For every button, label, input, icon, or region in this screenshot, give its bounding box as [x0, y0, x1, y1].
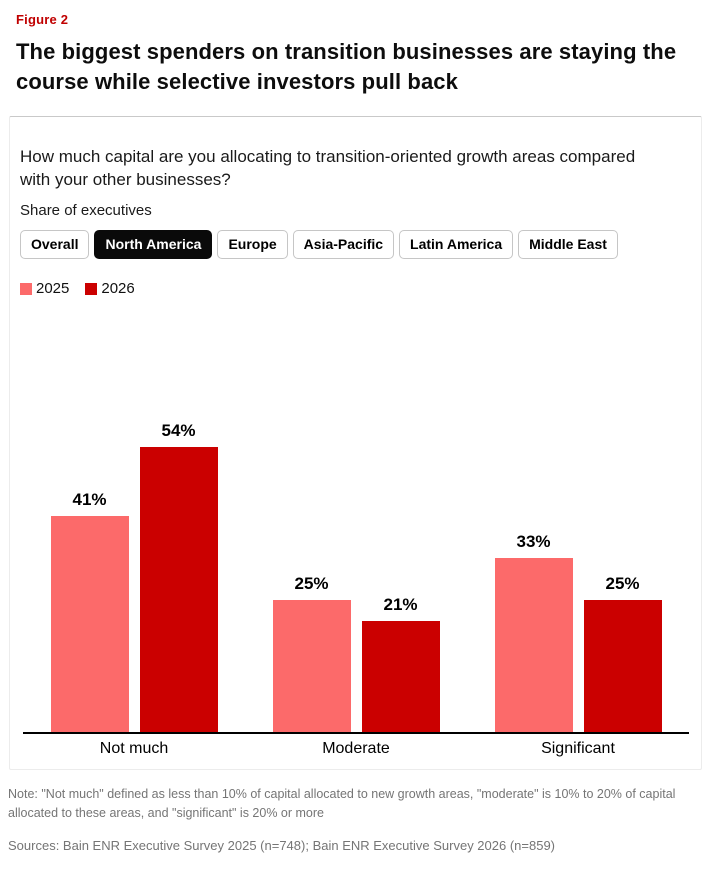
bar-value-label: 54%	[161, 421, 196, 440]
bar-group-moderate: 25% 21%	[245, 574, 467, 732]
legend-swatch-2025	[20, 282, 32, 295]
bar-value-label: 41%	[72, 490, 107, 509]
figure-header: Figure 2 The biggest spenders on transit…	[0, 0, 712, 97]
tab-europe[interactable]: Europe	[217, 230, 288, 259]
bar-rect	[583, 600, 662, 732]
footnote: Note: "Not much" defined as less than 10…	[8, 787, 676, 820]
bar-2026-moderate: 21%	[361, 595, 440, 732]
figure-label: Figure 2	[16, 12, 69, 27]
chart-question: How much capital are you allocating to t…	[20, 147, 636, 189]
bar-rect	[494, 558, 573, 732]
tab-latin-america[interactable]: Latin America	[399, 230, 514, 259]
category-label-not-much: Not much	[99, 740, 169, 757]
bar-value-label: 25%	[294, 574, 329, 593]
chart-unit-label: Share of executives	[20, 202, 152, 219]
legend-swatch-2026	[85, 282, 98, 295]
bar-2026-not-much: 54%	[139, 421, 218, 732]
bar-chart-plot: 41% 54% 25% 21%	[23, 421, 689, 734]
bar-2025-moderate: 25%	[272, 574, 351, 732]
bar-group-significant: 33% 25%	[467, 532, 689, 732]
bar-2025-significant: 33%	[494, 532, 573, 732]
page-title: The biggest spenders on transition busin…	[16, 39, 677, 94]
bar-rect	[139, 447, 218, 732]
bar-value-label: 21%	[383, 595, 418, 614]
bar-group-not-much: 41% 54%	[23, 421, 245, 732]
category-axis: Not much Moderate Significant	[23, 734, 689, 759]
bar-rect	[50, 516, 129, 732]
region-tabs: Overall North America Europe Asia-Pacifi…	[20, 230, 691, 259]
bar-value-label: 25%	[605, 574, 640, 593]
chart-legend: 2025 2026	[20, 280, 691, 297]
bar-value-label: 33%	[516, 532, 551, 551]
bar-rect	[272, 600, 351, 732]
category-label-significant: Significant	[541, 740, 615, 757]
legend-item-2026: 2026	[85, 280, 135, 297]
tab-north-america[interactable]: North America	[94, 230, 213, 259]
bar-2025-not-much: 41%	[50, 490, 129, 732]
tab-middle-east[interactable]: Middle East	[518, 230, 618, 259]
tab-overall[interactable]: Overall	[20, 230, 90, 259]
tab-asia-pacific[interactable]: Asia-Pacific	[292, 230, 395, 259]
legend-label-2026: 2026	[101, 280, 135, 297]
chart-card: How much capital are you allocating to t…	[9, 116, 702, 770]
bar-rect	[361, 621, 440, 732]
bar-2026-significant: 25%	[583, 574, 662, 732]
legend-item-2025: 2025	[20, 280, 69, 297]
sources-line: Sources: Bain ENR Executive Survey 2025 …	[8, 838, 556, 853]
legend-label-2025: 2025	[36, 280, 70, 297]
category-label-moderate: Moderate	[322, 740, 390, 757]
